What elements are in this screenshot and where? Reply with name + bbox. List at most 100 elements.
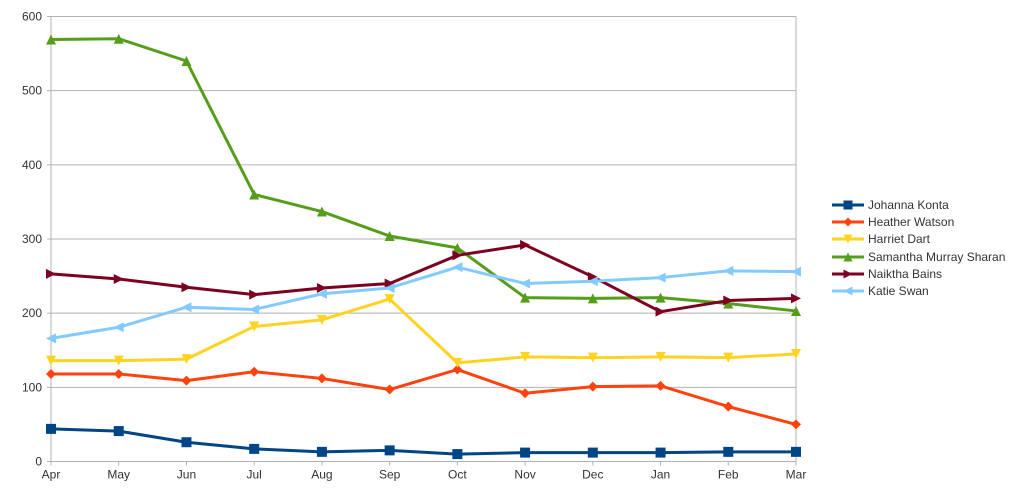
- legend-label: Heather Watson: [868, 214, 955, 229]
- data-point: [316, 314, 327, 325]
- data-point: [452, 449, 463, 460]
- data-point: [520, 388, 531, 399]
- y-axis: 0 100 200 300 400 500 600: [22, 10, 52, 469]
- y-tick-label: 0: [35, 455, 42, 469]
- data-point: [452, 242, 463, 253]
- data-point: [843, 217, 853, 227]
- data-point: [384, 231, 395, 242]
- data-point: [655, 306, 666, 317]
- y-tick-label: 400: [22, 158, 42, 172]
- legend-swatch-icon: [832, 252, 864, 262]
- data-point: [181, 437, 192, 448]
- data-point: [520, 447, 531, 458]
- data-point: [723, 401, 734, 412]
- data-point: [723, 265, 734, 276]
- series-line: [50, 37, 797, 313]
- data-point: [791, 293, 801, 304]
- data-point: [384, 282, 395, 293]
- data-point: [249, 366, 260, 377]
- series-group: [46, 33, 801, 460]
- data-point: [316, 446, 327, 457]
- data-point: [113, 368, 124, 379]
- series-katie-swan: [46, 262, 801, 344]
- gridlines: [51, 16, 797, 462]
- y-tick-label: 100: [22, 380, 42, 394]
- data-point: [181, 375, 192, 386]
- legend-label: Naiktha Bains: [868, 266, 943, 281]
- x-tick-label: Dec: [582, 468, 603, 482]
- data-point: [791, 305, 801, 316]
- data-point: [249, 304, 260, 315]
- data-point: [843, 286, 853, 296]
- data-point: [723, 298, 734, 309]
- x-tick-label: Jun: [177, 468, 196, 482]
- data-point: [791, 348, 801, 359]
- series-samantha-murray-sharan: [46, 33, 801, 316]
- data-point: [113, 426, 124, 437]
- data-point: [520, 292, 531, 303]
- x-tick-label: Jul: [247, 468, 262, 482]
- data-point: [113, 355, 124, 366]
- x-tick-label: Jan: [651, 468, 670, 482]
- legend-item: Harriet Dart: [832, 231, 1005, 248]
- legend-swatch-icon: [832, 286, 864, 296]
- data-point: [384, 278, 395, 289]
- legend-swatch-icon: [832, 200, 864, 210]
- y-tick-label: 600: [22, 10, 42, 24]
- data-point: [384, 445, 395, 456]
- data-point: [655, 380, 666, 391]
- data-point: [723, 295, 734, 306]
- data-point: [520, 278, 531, 289]
- legend-label: Katie Swan: [868, 284, 929, 299]
- data-point: [587, 293, 598, 304]
- x-tick-label: Sep: [379, 468, 401, 482]
- legend-label: Samantha Murray Sharan: [868, 249, 1006, 264]
- data-point: [46, 268, 56, 279]
- data-point: [791, 446, 801, 457]
- data-point: [587, 447, 598, 458]
- series-johanna-konta: [46, 423, 801, 460]
- legend-swatch-icon: [832, 234, 864, 244]
- legend-label: Harriet Dart: [868, 232, 931, 247]
- data-point: [655, 447, 666, 458]
- data-point: [113, 274, 124, 285]
- data-point: [723, 352, 734, 363]
- data-point: [316, 288, 327, 299]
- x-tick-label: Mar: [786, 468, 807, 482]
- y-tick-label: 300: [22, 232, 42, 246]
- data-point: [452, 262, 463, 273]
- y-tick-label: 200: [22, 306, 42, 320]
- data-point: [655, 292, 666, 303]
- data-point: [587, 276, 598, 287]
- x-tick-label: Aug: [311, 468, 332, 482]
- legend-item: Katie Swan: [832, 282, 1005, 299]
- legend-item: Samantha Murray Sharan: [832, 248, 1005, 265]
- data-point: [452, 364, 463, 375]
- data-point: [452, 357, 463, 368]
- data-point: [316, 373, 327, 384]
- data-point: [384, 294, 395, 305]
- data-point: [46, 34, 56, 45]
- data-point: [587, 271, 598, 282]
- data-point: [843, 269, 853, 279]
- series-harriet-dart: [46, 294, 801, 368]
- data-point: [655, 272, 666, 283]
- x-tick-label: Oct: [448, 468, 467, 482]
- data-point: [249, 189, 260, 200]
- data-point: [587, 352, 598, 363]
- legend-swatch-icon: [832, 217, 864, 227]
- data-point: [249, 289, 260, 300]
- y-tick-label: 500: [22, 84, 42, 98]
- data-point: [655, 351, 666, 362]
- data-point: [843, 234, 853, 244]
- data-point: [791, 266, 801, 277]
- legend-swatch-icon: [832, 269, 864, 279]
- data-point: [384, 384, 395, 395]
- legend-item: Johanna Konta: [832, 196, 1005, 213]
- data-point: [520, 239, 531, 250]
- data-point: [181, 354, 192, 365]
- data-point: [113, 33, 124, 44]
- series-line: [50, 243, 797, 314]
- series-line: [51, 297, 797, 365]
- data-point: [249, 443, 260, 454]
